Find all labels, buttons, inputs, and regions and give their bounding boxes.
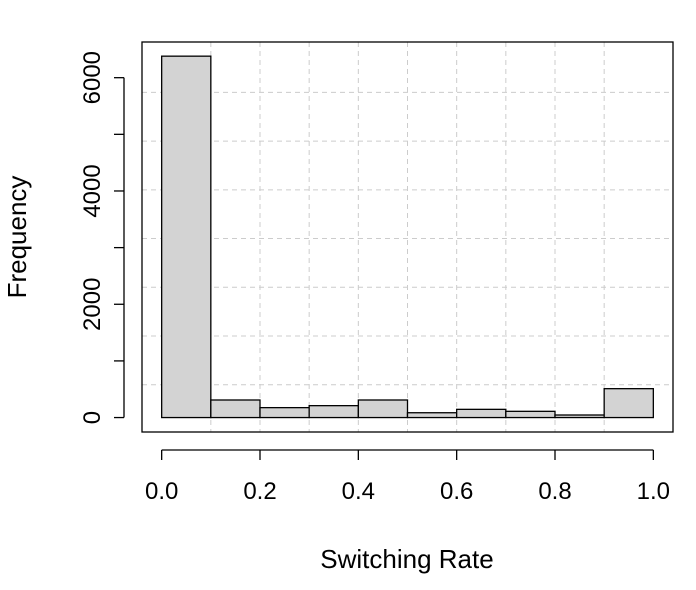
x-tick-label: 0.8 (538, 478, 571, 505)
histogram-bars (161, 55, 654, 419)
histogram-bar (554, 414, 605, 419)
x-axis-title: Switching Rate (320, 544, 493, 574)
y-tick-label: 4000 (79, 164, 106, 217)
histogram-bar (210, 399, 261, 419)
y-tick-label: 0 (79, 411, 106, 424)
x-tick-label: 0.6 (440, 478, 473, 505)
histogram-bar (505, 410, 556, 419)
x-tick-label: 0.4 (342, 478, 375, 505)
grid-lines (142, 42, 673, 432)
histogram-bar (456, 408, 507, 419)
y-axis: 0 2000 4000 6000 (79, 51, 125, 424)
histogram-bar (603, 388, 654, 419)
y-tick-label: 6000 (79, 51, 106, 104)
histogram-bar (406, 412, 458, 419)
y-axis-title: Frequency (2, 176, 32, 299)
plot-frame (141, 41, 674, 433)
histogram-bar (308, 405, 359, 419)
x-tick-label: 0.0 (145, 478, 178, 505)
x-tick-label: 0.2 (243, 478, 276, 505)
x-tick-label: 1.0 (637, 478, 670, 505)
x-axis: 0.0 0.2 0.4 0.6 0.8 1.0 (145, 449, 670, 505)
histogram-bar (357, 399, 409, 419)
y-tick-label: 2000 (79, 278, 106, 331)
histogram-bar (161, 55, 212, 419)
histogram-bar (259, 406, 310, 419)
